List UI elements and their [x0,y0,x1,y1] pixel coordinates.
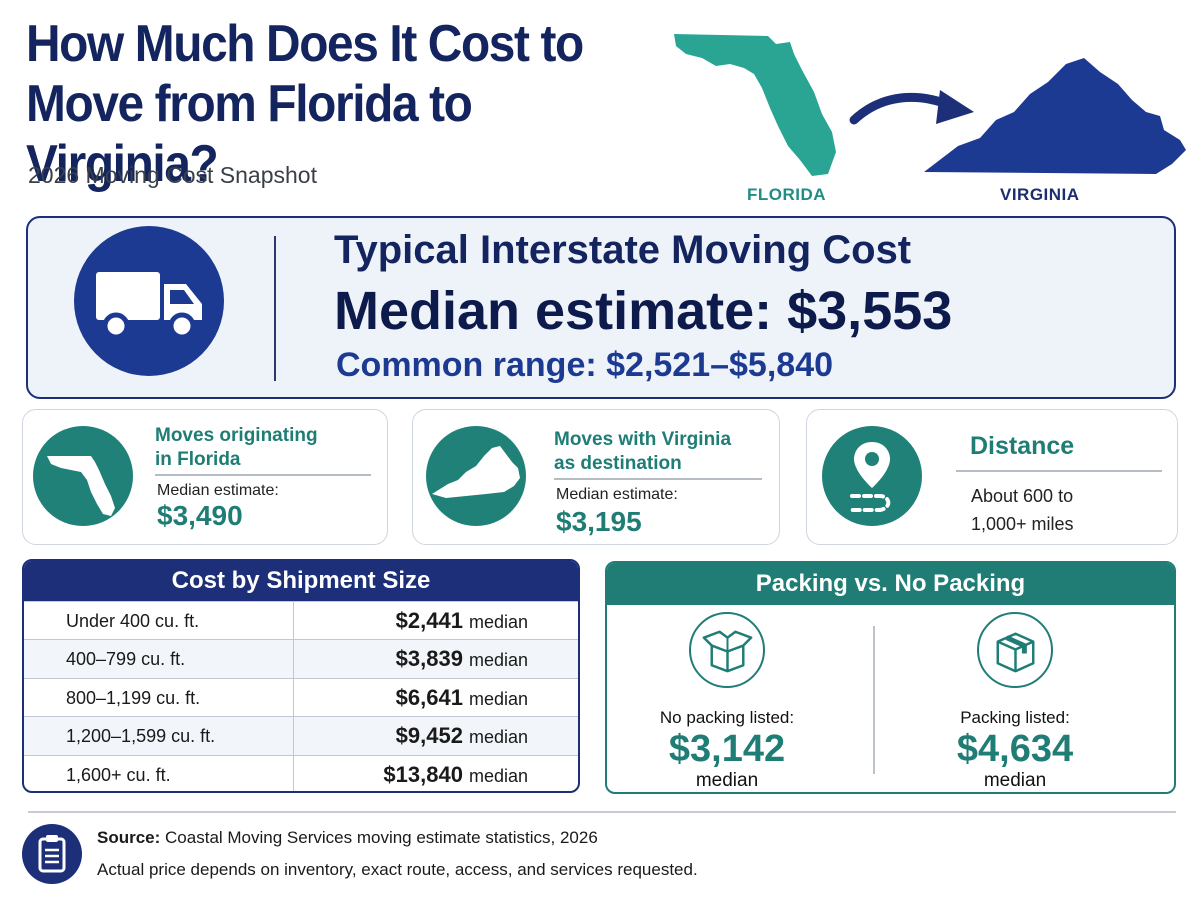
footer-divider [28,811,1176,813]
hero-divider [274,236,276,381]
truck-icon [74,226,224,376]
packing-value: $4,634 [956,728,1074,770]
source-label: Source: [97,828,161,847]
card-divider [554,478,762,480]
shipment-size: 400–799 cu. ft. [24,640,294,678]
title-line-1: How Much Does It Cost to [26,15,584,73]
packing-unit: median [695,770,759,791]
map-pin-icon [822,426,922,526]
card-heading: Distance [970,432,1075,460]
table-row: 800–1,199 cu. ft. $6,641 median [24,677,578,717]
hero-title: Typical Interstate Moving Cost [334,228,912,272]
table-row: Under 400 cu. ft. $2,441 median [24,601,578,640]
no-packing-option: No packing listed: $3,142 median [602,612,852,792]
virginia-label: VIRGINIA [1000,185,1080,204]
packing-option: Packing listed: $4,634 median [890,612,1140,792]
table-header: Cost by Shipment Size [24,561,578,601]
shipment-size: 1,600+ cu. ft. [24,755,294,791]
florida-map-icon [33,426,133,526]
card-heading: Moves with Virginia as destination [554,429,732,474]
packing-label: No packing listed: [659,708,795,727]
shipment-cost: $9,452 median [395,723,528,749]
shipment-size: 1,200–1,599 cu. ft. [24,717,294,755]
card-divider [155,474,371,476]
footer-note: Actual price depends on inventory, exact… [97,860,698,879]
open-box-icon [689,612,765,688]
clipboard-icon [22,824,82,884]
packing-unit: median [983,770,1047,791]
page-title: How Much Does It Cost to Move from Flori… [26,14,652,194]
taped-box-icon [977,612,1053,688]
virginia-map-icon [426,426,526,526]
source-line: Source: Coastal Moving Services moving e… [97,828,598,848]
shipment-cost: $6,641 median [395,684,528,710]
distance-text: About 600 to 1,000+ miles [971,486,1074,534]
hero-common-range: Common range: $2,521–$5,840 [336,346,834,384]
card-value: $3,490 [157,500,243,531]
virginia-map-icon [924,58,1186,174]
source-text: Coastal Moving Services moving estimate … [165,828,598,847]
page-subtitle: 2026 Moving Cost Snapshot [28,162,317,188]
table-row: 1,200–1,599 cu. ft. $9,452 median [24,716,578,755]
florida-label: FLORIDA [747,185,827,204]
packing-value: $3,142 [668,728,786,770]
table-row: 1,600+ cu. ft. $13,840 median [24,754,578,791]
packing-header: Packing vs. No Packing [607,563,1174,605]
arrow-right-icon [849,90,974,125]
card-label: Median estimate: [556,486,678,503]
title-line-2: Move from Florida to Virginia? [26,75,473,193]
shipment-cost: $2,441 median [395,608,528,633]
shipment-cost: $3,839 median [395,646,528,672]
card-label: Median estimate: [157,482,279,499]
card-heading: Moves originating in Florida [155,425,318,470]
shipment-size: Under 400 cu. ft. [24,602,294,640]
shipment-size-table: Cost by Shipment Size Under 400 cu. ft. … [22,559,580,793]
packing-label: Packing listed: [960,708,1070,727]
card-value: $3,195 [556,506,642,537]
florida-map-icon [674,34,836,176]
packing-divider [873,626,875,774]
shipment-cost: $13,840 median [383,761,528,787]
card-divider [956,470,1162,472]
shipment-size: 800–1,199 cu. ft. [24,678,294,717]
hero-median-estimate: Median estimate: $3,553 [334,281,953,341]
table-row: 400–799 cu. ft. $3,839 median [24,639,578,678]
